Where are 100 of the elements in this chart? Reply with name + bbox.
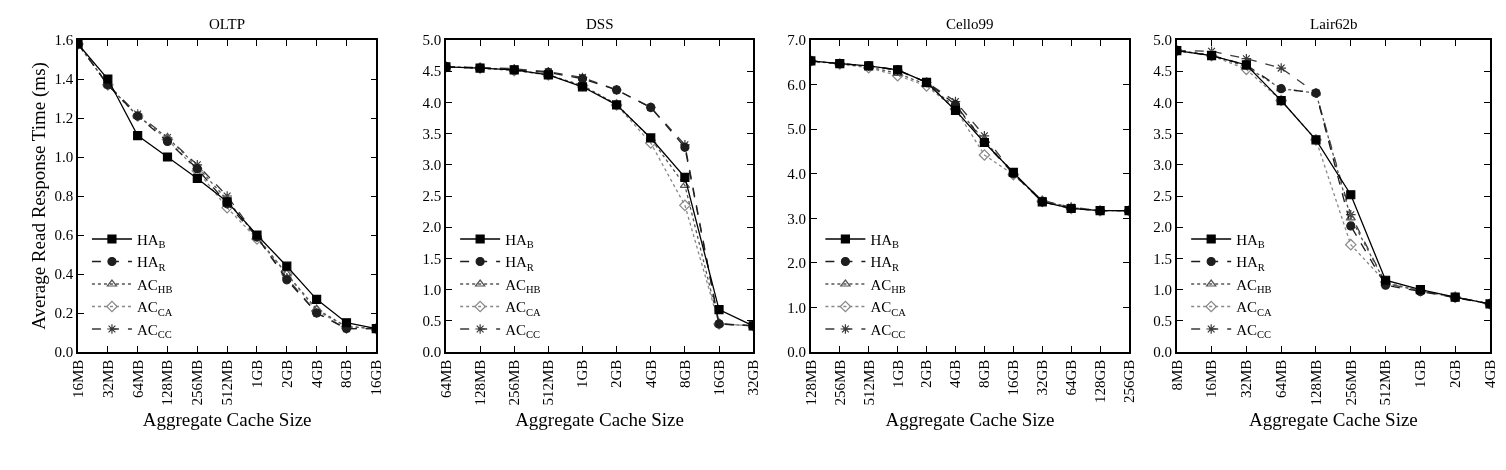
legend-label: HA$_{B}$ — [505, 231, 534, 251]
y-tick-label: 0.4 — [54, 266, 74, 283]
y-tick-label: 1.5 — [422, 250, 442, 267]
x-tick-label: 256MB — [1342, 359, 1359, 406]
x-tick-label: 32MB — [99, 359, 116, 399]
y-tick-label: 1.0 — [54, 149, 74, 166]
y-tick-label: 4.5 — [422, 63, 442, 80]
y-tick-label: 1.0 — [787, 299, 807, 316]
x-tick-label: 64MB — [1273, 359, 1290, 399]
x-tick-label: 128MB — [1307, 359, 1324, 406]
y-tick-label: 3.5 — [422, 125, 442, 142]
y-tick-label: 4.0 — [787, 165, 807, 182]
y-tick-label: 3.5 — [1153, 125, 1173, 142]
x-tick-label: 128GB — [1091, 359, 1108, 404]
x-tick-label: 512MB — [860, 359, 877, 406]
legend-label: HA$_{B}$ — [136, 231, 166, 251]
x-tick-label: 128MB — [471, 359, 488, 406]
y-tick-label: 6.0 — [787, 76, 807, 93]
y-tick-label: 0.0 — [54, 344, 74, 361]
legend-label: AC$_{CA}$ — [870, 299, 907, 318]
x-tick-label: 1GB — [1412, 359, 1429, 389]
x-tick-label: 512MB — [1377, 359, 1394, 406]
legend-label: HA$_{R}$ — [870, 254, 900, 273]
y-tick-label: 0.6 — [54, 227, 74, 244]
x-tick-label: 8GB — [676, 359, 693, 389]
chart-title: Lair62b — [1310, 16, 1358, 32]
x-tick-label: 16MB — [69, 359, 86, 399]
x-tick-label: 64MB — [437, 359, 454, 399]
x-tick-label: 8GB — [338, 359, 355, 389]
legend-label: AC$_{CA}$ — [1236, 299, 1273, 318]
y-tick-label: 5.0 — [422, 32, 442, 49]
y-tick-label: 4.0 — [422, 94, 442, 111]
legend-label: AC$_{CC}$ — [1236, 321, 1272, 341]
x-tick-label: 1GB — [248, 359, 265, 389]
y-axis-title: Average Read Response Time (ms) — [27, 62, 50, 330]
x-tick-label: 16GB — [368, 359, 385, 396]
x-tick-label: 256MB — [506, 359, 523, 406]
y-tick-label: 5.0 — [787, 121, 807, 138]
x-tick-label: 1GB — [574, 359, 591, 389]
chart-title: OLTP — [209, 16, 246, 32]
x-tick-label: 64MB — [129, 359, 146, 399]
legend-label: AC$_{CA}$ — [136, 299, 173, 318]
x-tick-label: 512MB — [540, 359, 557, 406]
x-axis-title: Aggregate Cache Size — [515, 408, 684, 430]
y-tick-label: 0.0 — [1153, 344, 1173, 361]
y-tick-label: 1.0 — [422, 281, 442, 298]
y-tick-label: 3.0 — [787, 210, 807, 227]
legend-label: HA$_{B}$ — [870, 231, 900, 251]
chart-title: DSS — [586, 16, 614, 32]
legend-label: AC$_{HB}$ — [870, 276, 906, 296]
legend-label: AC$_{CC}$ — [136, 321, 172, 341]
x-axis-title: Aggregate Cache Size — [1248, 408, 1418, 430]
y-tick-label: 5.0 — [1153, 32, 1173, 49]
y-tick-label: 0.0 — [422, 344, 442, 361]
x-tick-label: 128MB — [802, 359, 819, 406]
legend-label: AC$_{CC}$ — [870, 321, 906, 341]
x-tick-label: 8MB — [1168, 359, 1185, 391]
x-tick-label: 32GB — [745, 359, 762, 396]
x-tick-label: 4GB — [308, 359, 325, 389]
y-tick-label: 0.5 — [422, 313, 442, 330]
y-tick-label: 0.0 — [787, 344, 807, 361]
legend-label: AC$_{HB}$ — [505, 276, 541, 296]
y-tick-label: 2.0 — [787, 255, 807, 272]
chart-title: Cello99 — [946, 16, 994, 32]
y-tick-label: 3.0 — [422, 157, 442, 174]
x-tick-label: 4GB — [1481, 359, 1498, 389]
x-tick-label: 8GB — [976, 359, 993, 389]
y-tick-label: 1.5 — [1153, 250, 1173, 267]
x-tick-label: 64GB — [1063, 359, 1080, 396]
x-axis-title: Aggregate Cache Size — [885, 408, 1055, 430]
x-tick-label: 16GB — [710, 359, 727, 396]
legend-label: AC$_{HB}$ — [1236, 276, 1272, 296]
y-tick-label: 1.2 — [54, 110, 74, 127]
x-tick-label: 32GB — [1034, 359, 1051, 396]
legend-label: HA$_{R}$ — [136, 254, 166, 273]
y-tick-label: 0.2 — [54, 305, 74, 322]
y-tick-label: 3.0 — [1153, 157, 1173, 174]
y-tick-label: 2.5 — [422, 188, 442, 205]
x-tick-label: 16MB — [1203, 359, 1220, 399]
y-tick-label: 4.0 — [1153, 94, 1173, 111]
x-tick-label: 2GB — [278, 359, 295, 389]
x-axis-title: Aggregate Cache Size — [142, 408, 312, 430]
x-tick-label: 4GB — [947, 359, 964, 389]
y-tick-label: 1.0 — [1153, 281, 1173, 298]
y-tick-label: 1.6 — [54, 32, 74, 49]
legend-label: AC$_{CA}$ — [505, 299, 541, 318]
legend-label: AC$_{HB}$ — [136, 276, 173, 296]
y-tick-label: 4.5 — [1153, 63, 1173, 80]
x-tick-label: 128MB — [159, 359, 176, 406]
x-tick-label: 4GB — [642, 359, 659, 389]
y-tick-label: 2.0 — [1153, 219, 1173, 236]
y-tick-label: 2.0 — [422, 219, 442, 236]
y-tick-label: 0.5 — [1153, 313, 1173, 330]
legend-label: AC$_{CC}$ — [505, 321, 540, 341]
y-tick-label: 1.4 — [54, 71, 74, 88]
y-tick-label: 7.0 — [787, 32, 807, 49]
legend-label: HA$_{R}$ — [1236, 254, 1265, 273]
x-tick-label: 256MB — [189, 359, 206, 406]
x-tick-label: 2GB — [608, 359, 625, 389]
x-tick-label: 2GB — [1447, 359, 1464, 389]
